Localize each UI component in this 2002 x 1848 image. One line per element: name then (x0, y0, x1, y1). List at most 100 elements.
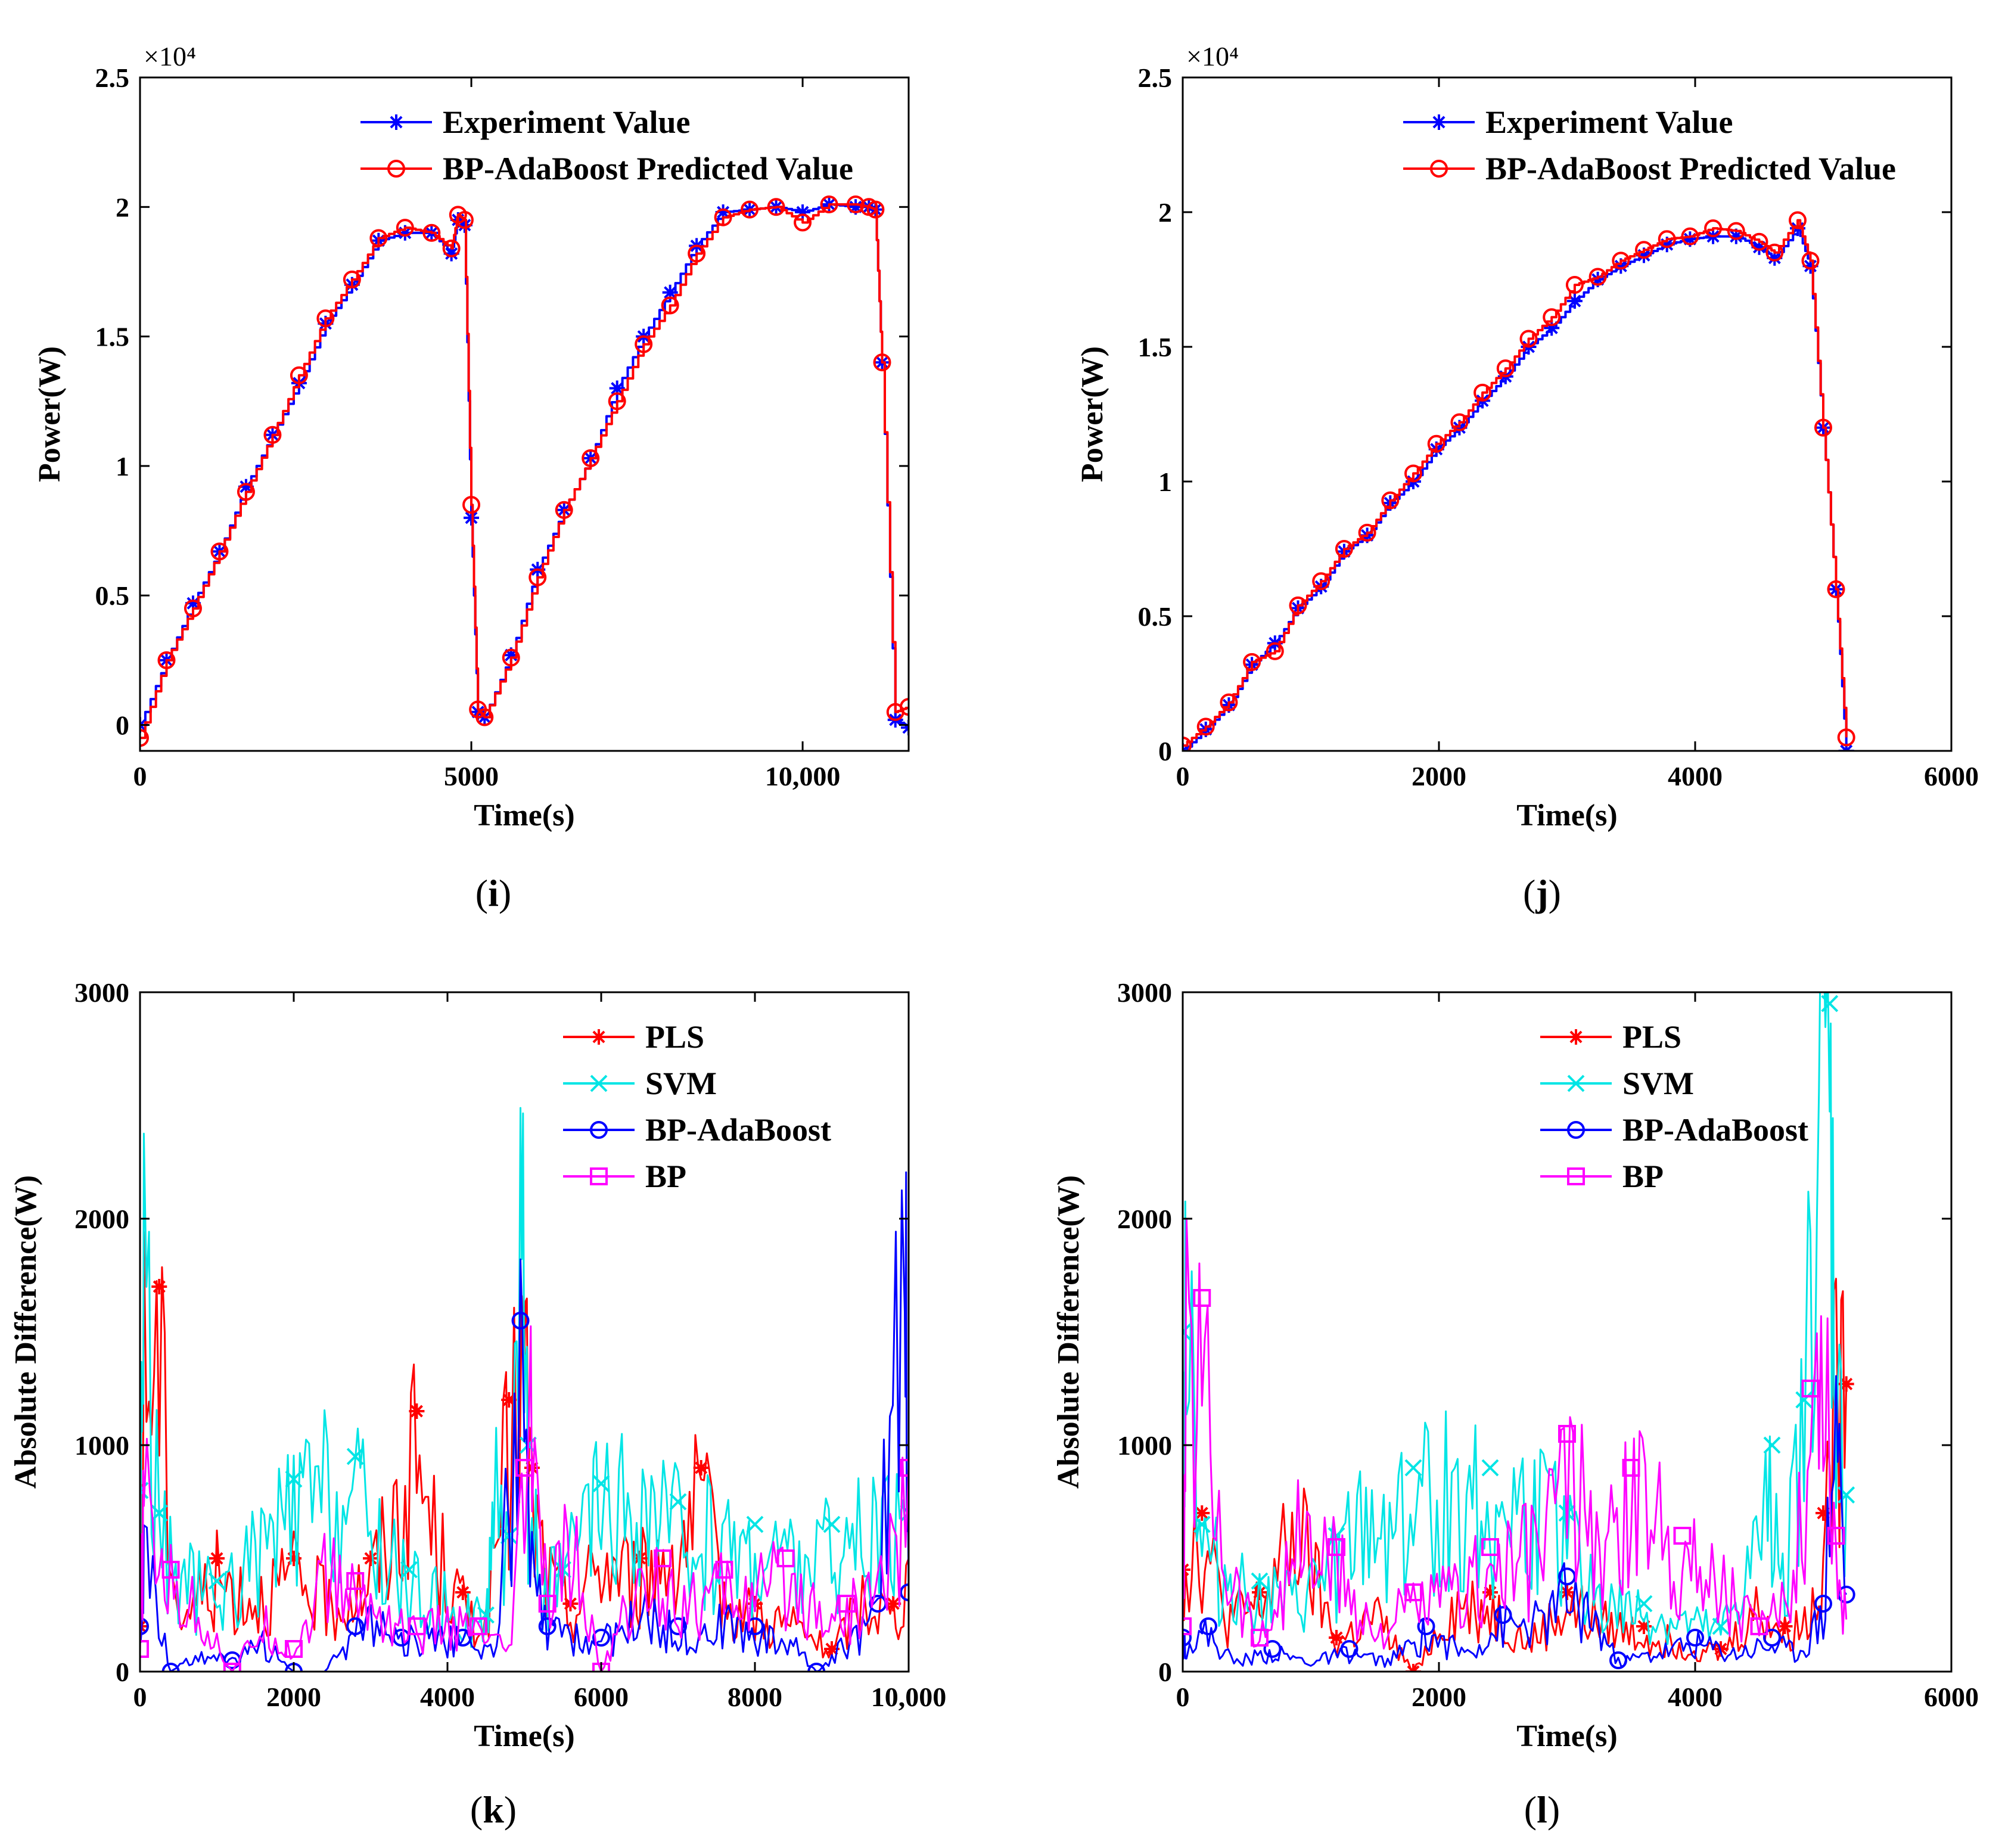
data-point-bp (515, 1459, 533, 1477)
data-point-experiment-value (185, 595, 201, 611)
data-point-svm (285, 1470, 303, 1488)
data-point-bp-adaboost-predicted-value (1681, 227, 1699, 246)
data-point-experiment-value (397, 225, 413, 241)
legend: PLS SVM BP-AdaBoost BP (1540, 1019, 1808, 1194)
data-point-bp (1622, 1459, 1640, 1477)
y-tick-label: 0.5 (1138, 601, 1173, 632)
data-point-bp-adaboost-predicted-value (1789, 211, 1807, 229)
data-point-pls (1816, 1505, 1831, 1521)
x-tick-label: 2000 (266, 1682, 321, 1712)
y-tick-label: 0.5 (95, 580, 130, 611)
legend-marker (1567, 1167, 1585, 1185)
x-tick-label: 6000 (1924, 1682, 1979, 1712)
y-tick-label: 3000 (1117, 977, 1172, 1008)
series-line-bp-adaboost (1183, 1375, 1847, 1668)
data-point-bp-adaboost-predicted-value (1358, 523, 1376, 542)
legend-entry: Experiment Value (1485, 104, 1733, 140)
data-point-bp-adaboost-predicted-value (1196, 718, 1215, 736)
series-line-svm (1183, 992, 1848, 1645)
data-point-svm (1481, 1459, 1499, 1477)
data-point-bp-adaboost-predicted-value (873, 353, 891, 372)
data-point-pls (409, 1403, 425, 1419)
chart-l: 0 2000 4000 6000 0 1000 2000 3000 Time(s) Absolut… (1052, 977, 1979, 1753)
data-point-bp-adaboost-predicted-value (1312, 572, 1330, 591)
data-point-svm (1183, 1323, 1192, 1341)
data-point-bp (1404, 1583, 1422, 1601)
series-group (1183, 211, 1855, 751)
data-point-experiment-value (1636, 247, 1652, 263)
data-point-svm (1763, 1436, 1781, 1454)
x-tick-label: 5000 (444, 761, 499, 791)
data-point-bp (1801, 1380, 1820, 1397)
plot-frame (1182, 991, 1953, 1673)
data-point-bp-adaboost (538, 1617, 557, 1635)
data-point-bp-adaboost-predicted-value (1635, 241, 1653, 259)
data-point-bp-adaboost (161, 1663, 180, 1672)
data-point-bp-adaboost-predicted-value (1266, 642, 1284, 660)
data-point-bp-adaboost-predicted-value (661, 296, 679, 315)
data-point-experiment-value (1728, 228, 1744, 244)
y-exponent-label: ×10⁴ (1186, 41, 1239, 72)
data-point-experiment-value (1767, 250, 1783, 266)
data-point-bp-adaboost-predicted-value (900, 698, 909, 716)
data-point-experiment-value (456, 217, 472, 233)
data-point-bp-adaboost-predicted-value (1496, 359, 1515, 378)
data-point-svm (346, 1448, 364, 1465)
data-point-bp (1251, 1629, 1269, 1647)
y-axis-title: Absolute Difference(W) (9, 1175, 43, 1489)
data-point-svm (150, 1504, 168, 1522)
data-point-bp (538, 1595, 557, 1613)
legend-entry: BP (645, 1159, 686, 1194)
data-point-bp-adaboost-predicted-value (1727, 222, 1745, 240)
data-point-bp-adaboost-predicted-value (263, 425, 282, 444)
data-point-bp-adaboost-predicted-value (1827, 580, 1845, 598)
y-tick-label: 2.5 (1138, 63, 1173, 93)
series-line-experiment-value (1183, 227, 1848, 751)
data-point-bp-adaboost-predicted-value (1704, 219, 1723, 238)
y-axis-title: Power(W) (33, 346, 67, 482)
data-point-bp-adaboost-predicted-value (140, 729, 149, 747)
data-point-bp-adaboost (807, 1663, 826, 1672)
x-tick-label: 4000 (420, 1682, 475, 1712)
data-point-bp-adaboost-predicted-value (475, 708, 494, 726)
data-point-bp (469, 1617, 487, 1635)
data-point-svm (1193, 1515, 1211, 1533)
x-tick-label: 6000 (574, 1682, 629, 1712)
plot-frame (139, 991, 910, 1673)
panel-label-j: (j) (1523, 872, 1561, 914)
y-tick-label: 1.5 (1138, 332, 1173, 362)
legend-entry: PLS (645, 1019, 704, 1055)
x-axis-title: Time(s) (1516, 1719, 1617, 1753)
x-tick-label: 6000 (1924, 761, 1979, 791)
legend-entry: SVM (645, 1066, 717, 1101)
data-point-bp-adaboost-predicted-value (369, 229, 388, 247)
data-point-bp-adaboost-predicted-value (1837, 728, 1855, 747)
data-point-bp-adaboost-predicted-value (316, 309, 335, 328)
data-point-bp-adaboost-predicted-value (767, 198, 785, 216)
data-point-pls (1777, 1619, 1793, 1634)
legend-marker (590, 1167, 608, 1185)
data-point-bp-adaboost-predicted-value (1588, 268, 1607, 286)
x-axis-title: Time(s) (1516, 799, 1617, 833)
x-tick-label: 2000 (1412, 761, 1466, 791)
data-point-experiment-value (1751, 239, 1767, 255)
legend-entry: BP-AdaBoost (645, 1112, 831, 1148)
data-point-bp (408, 1617, 426, 1635)
x-axis-title: Time(s) (474, 1719, 574, 1753)
series-group (140, 195, 909, 747)
y-tick-label: 1000 (74, 1430, 129, 1461)
data-point-bp-adaboost-predicted-value (866, 200, 885, 219)
data-point-bp-adaboost-predicted-value (1289, 596, 1307, 614)
data-point-svm (1795, 1391, 1813, 1409)
data-point-pls (286, 1551, 301, 1566)
chart-k: 0 2000 4000 6000 8000 10,000 0 1000 2000 3000 Time… (9, 977, 946, 1753)
data-point-pls (1636, 1619, 1652, 1634)
data-point-bp-adaboost-predicted-value (1381, 491, 1400, 510)
data-point-experiment-value (1566, 293, 1583, 309)
data-point-experiment-value (662, 284, 678, 300)
data-point-bp (1673, 1527, 1692, 1545)
panel-label-k: (k) (470, 1788, 517, 1831)
y-tick-label: 0 (1158, 1657, 1172, 1687)
series-group (140, 1107, 909, 1672)
data-point-bp-adaboost-predicted-value (1801, 251, 1820, 270)
